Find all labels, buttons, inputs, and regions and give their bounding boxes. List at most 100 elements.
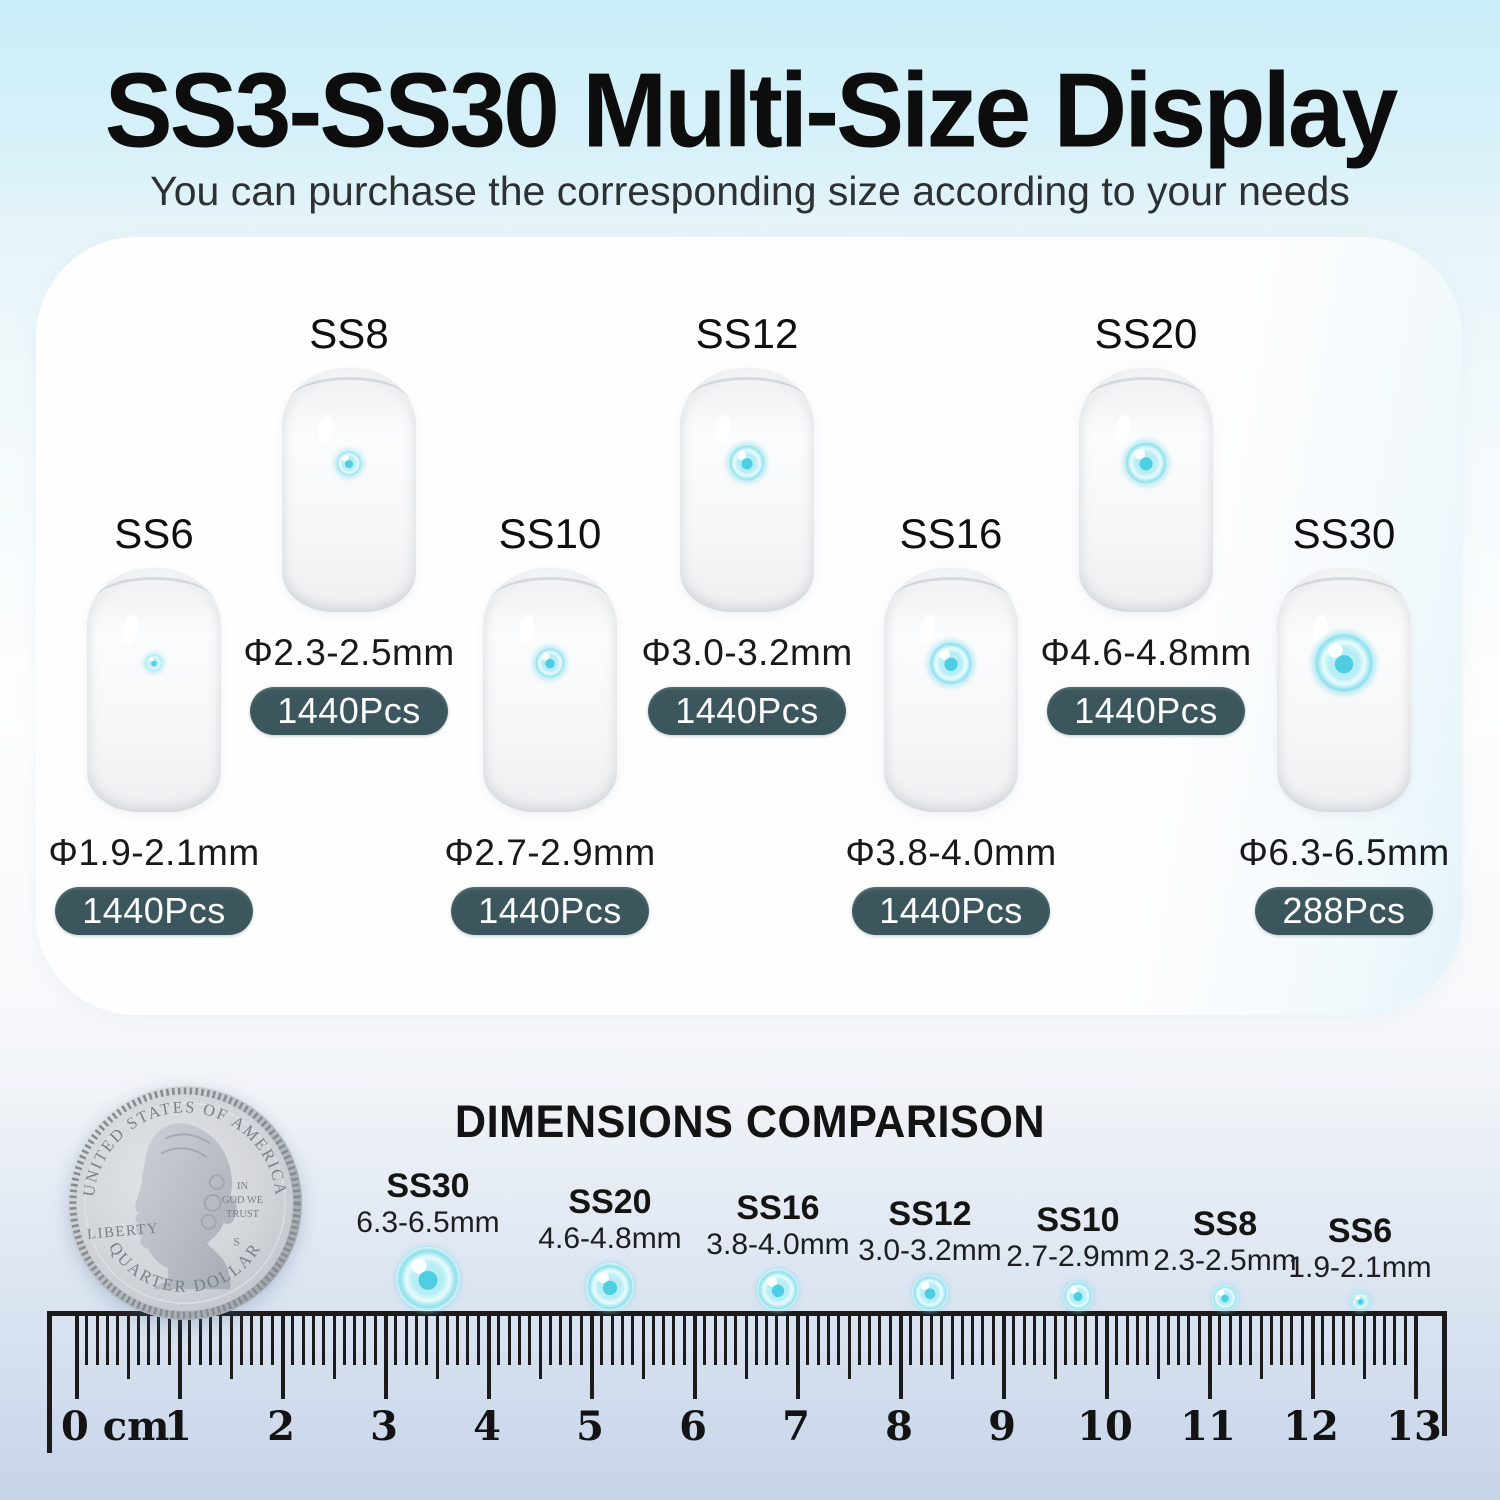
ruler-tick	[1177, 1315, 1181, 1365]
ruler-tick	[219, 1315, 223, 1365]
ruler-tick	[651, 1315, 655, 1365]
ruler-tick	[1135, 1315, 1139, 1365]
coin-reeded-edge	[69, 1087, 301, 1319]
ruler-tick	[1187, 1315, 1191, 1365]
diameter-label: Φ3.8-4.0mm	[845, 832, 1057, 873]
ruler-tick	[414, 1315, 418, 1365]
rhinestone	[335, 450, 363, 477]
ruler-tick	[723, 1315, 727, 1365]
ruler-tick	[837, 1315, 841, 1365]
ruler-tick	[445, 1315, 449, 1365]
ruler-tick	[517, 1315, 521, 1365]
ruler-tick	[1259, 1315, 1263, 1379]
nail-tip	[884, 568, 1018, 812]
ruler-tick	[291, 1315, 295, 1365]
ruler-tick	[95, 1315, 99, 1365]
diameter-label: Φ3.0-3.2mm	[641, 632, 853, 673]
stone-column-ss10: SS10 2.7-2.9mm	[998, 1200, 1158, 1311]
nail-hole	[315, 413, 336, 446]
ruler-tick	[682, 1315, 686, 1365]
ruler-tick	[105, 1315, 109, 1365]
ruler-tick	[363, 1315, 367, 1365]
rhinestone	[1350, 1292, 1370, 1311]
ruler-tick	[909, 1315, 913, 1365]
ruler-tick	[1280, 1315, 1284, 1365]
count-badge: 1440Pcs	[648, 687, 846, 735]
stone-name: SS16	[736, 1189, 820, 1227]
page-title: SS3-SS30 Multi-Size Display	[104, 50, 1399, 170]
ruler-tick	[147, 1315, 151, 1365]
ruler-tick	[1208, 1315, 1212, 1399]
display-panel	[36, 237, 1462, 1015]
ruler-tick	[1022, 1315, 1026, 1365]
nail-hole	[516, 613, 537, 646]
size-card-ss16: SS16 Φ3.8-4.0mm 1440Pcs	[841, 508, 1061, 935]
rhinestone	[586, 1263, 634, 1311]
ruler-tick	[1228, 1315, 1232, 1365]
ruler-number: 3	[370, 1403, 398, 1450]
ruler-tick	[476, 1315, 480, 1365]
ruler-tick	[250, 1315, 254, 1365]
rhinestone	[1313, 632, 1375, 694]
stone-column-ss16: SS16 3.8-4.0mm	[698, 1188, 858, 1311]
nail-tip	[680, 368, 814, 612]
coin-motto-line1: IN	[237, 1181, 248, 1192]
quarter-coin: UNITED STATES OF AMERICA QUARTER DOLLAR …	[67, 1085, 303, 1321]
ruler-tick	[301, 1315, 305, 1365]
ruler-tick	[322, 1315, 326, 1365]
ruler-tick	[703, 1315, 707, 1365]
ruler: 0 cm 1 2 3 4 5 6 7 8 9 10 11 12 13	[47, 1311, 1447, 1461]
nail-tip	[87, 568, 221, 812]
ruler-tick	[384, 1315, 388, 1399]
ruler-tick	[1341, 1315, 1345, 1365]
ruler-tick	[1156, 1315, 1160, 1379]
ruler-tick	[806, 1315, 810, 1365]
ruler-number: 13	[1386, 1403, 1442, 1450]
size-card-ss8: SS8 Φ2.3-2.5mm 1440Pcs	[239, 308, 459, 735]
ruler-tick	[1063, 1315, 1067, 1365]
ruler-tick	[85, 1315, 89, 1365]
ruler-tick	[960, 1315, 964, 1365]
rhinestone	[1212, 1285, 1238, 1311]
ruler-tick	[342, 1315, 346, 1365]
ruler-tick	[981, 1315, 985, 1365]
ruler-tick	[1125, 1315, 1129, 1365]
ruler-tick	[1053, 1315, 1057, 1379]
ruler-number: 0 cm	[61, 1403, 170, 1450]
coin-liberty-text: LIBERTY	[86, 1221, 159, 1243]
diameter-label: Φ2.7-2.9mm	[444, 832, 656, 873]
ruler-tick	[775, 1315, 779, 1365]
ruler-tick	[1372, 1315, 1376, 1365]
stone-size: 4.6-4.8mm	[538, 1222, 682, 1255]
ruler-tick	[1362, 1315, 1366, 1379]
ruler-tick	[950, 1315, 954, 1379]
ruler-tick	[754, 1315, 758, 1365]
stone-column-ss20: SS20 4.6-4.8mm	[530, 1182, 690, 1311]
ruler-tick	[579, 1315, 583, 1365]
ruler-tick	[971, 1315, 975, 1365]
ruler-tick	[487, 1315, 491, 1399]
rhinestone	[912, 1275, 948, 1311]
stone-name: SS12	[888, 1195, 972, 1233]
ruler-tick	[1094, 1315, 1098, 1365]
ruler-tick	[847, 1315, 851, 1379]
size-name: SS10	[498, 510, 602, 557]
ruler-tick	[1290, 1315, 1294, 1365]
ruler-tick	[888, 1315, 892, 1365]
ruler-tick	[631, 1315, 635, 1365]
ruler-tick	[826, 1315, 830, 1365]
ruler-tick	[239, 1315, 243, 1365]
ruler-tick	[693, 1315, 697, 1399]
ruler-tick	[75, 1315, 79, 1399]
ruler-tick	[1074, 1315, 1078, 1365]
rhinestone	[1124, 441, 1168, 485]
ruler-tick	[1393, 1315, 1397, 1365]
size-card-ss30: SS30 Φ6.3-6.5mm 288Pcs	[1234, 508, 1454, 935]
stone-name: SS10	[1036, 1201, 1120, 1239]
count-badge: 1440Pcs	[852, 887, 1050, 935]
ruler-tick	[136, 1315, 140, 1365]
ruler-tick	[610, 1315, 614, 1365]
ruler-tick	[796, 1315, 800, 1399]
nail-hole	[1112, 413, 1133, 446]
